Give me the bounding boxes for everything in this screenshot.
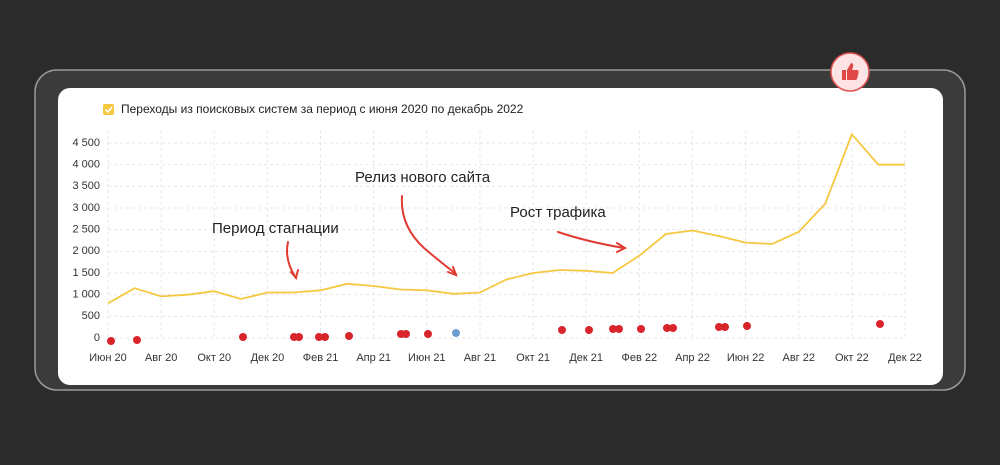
y-tick-label: 3 000 [72,202,100,214]
x-tick-label: Фев 21 [303,352,339,364]
event-markers [107,320,884,345]
y-tick-label: 500 [82,310,100,322]
legend-label: Переходы из поисковых систем за период с… [121,102,524,116]
chart-card [58,88,943,385]
x-tick-label: Фев 22 [622,352,658,364]
like-badge [830,52,870,92]
x-tick-label: Дек 20 [251,352,285,364]
annotation: Рост трафика [510,204,606,221]
data-line [107,132,905,305]
y-tick-label: 2 000 [72,245,100,257]
annotation: Релиз нового сайта [355,169,491,186]
y-tick-label: 3 500 [72,180,100,192]
x-tick-label: Июн 22 [727,352,765,364]
y-tick-label: 0 [94,332,100,344]
x-tick-label: Июн 20 [89,352,127,364]
x-tick-label: Окт 20 [197,352,231,364]
x-tick-label: Апр 22 [675,352,710,364]
x-tick-label: Июн 21 [408,352,446,364]
y-tick-label: 4 500 [72,137,100,149]
x-tick-label: Дек 21 [569,352,603,364]
y-tick-label: 1 000 [72,289,100,301]
x-tick-label: Апр 21 [356,352,391,364]
x-tick-label: Авг 20 [145,352,177,364]
annotation: Период стагнации [212,220,339,237]
check-mark [104,106,113,114]
x-tick-label: Дек 22 [888,352,922,364]
x-tick-label: Авг 22 [782,352,814,364]
y-tick-label: 1 500 [72,267,100,279]
x-tick-label: Окт 22 [835,352,869,364]
legend-checkbox[interactable] [103,104,114,115]
x-tick-label: Окт 21 [516,352,550,364]
y-tick-label: 4 000 [72,159,100,171]
y-tick-label: 2 500 [72,224,100,236]
arrows [286,195,628,281]
x-tick-label: Авг 21 [464,352,496,364]
